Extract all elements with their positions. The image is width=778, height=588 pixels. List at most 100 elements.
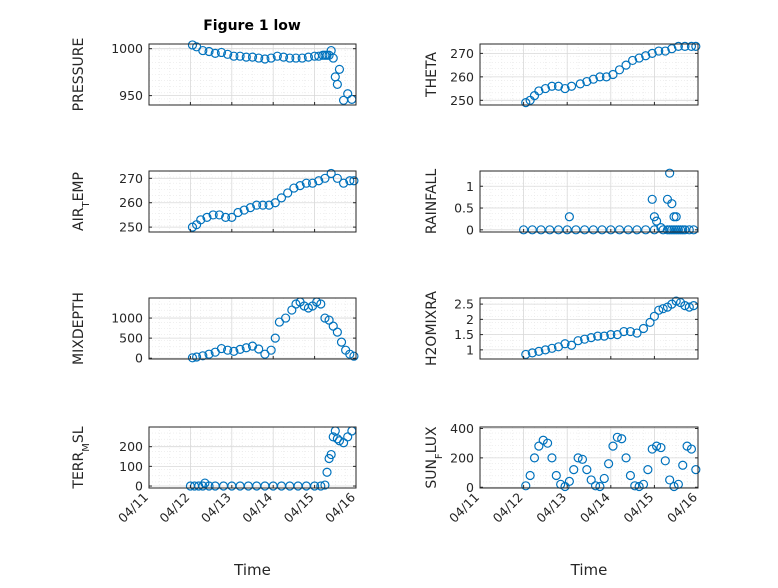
data-point — [328, 321, 338, 331]
data-point — [314, 176, 324, 186]
y-tick-label: 0.5 — [454, 201, 474, 216]
data-point — [641, 51, 651, 61]
data-point — [545, 225, 555, 235]
data-point — [241, 52, 251, 62]
data-point — [571, 225, 581, 235]
data-point — [686, 444, 697, 454]
data-point — [233, 207, 243, 218]
data-point — [599, 331, 609, 341]
data-point — [560, 83, 570, 94]
data-point — [630, 481, 640, 491]
data-point — [586, 475, 596, 485]
data-point — [684, 302, 694, 312]
x-tick-label: 04/15 — [620, 490, 656, 526]
data-point — [216, 47, 227, 58]
axes-box — [479, 170, 699, 233]
y-tick-label: 1000 — [111, 311, 143, 326]
data-point — [534, 86, 544, 96]
y-axis-label: THETA — [424, 52, 440, 98]
data-point — [210, 48, 220, 58]
data-point — [564, 212, 574, 222]
data-point — [669, 481, 679, 492]
data-point — [266, 345, 276, 355]
data-point — [214, 210, 224, 220]
data-point — [320, 480, 330, 490]
axes-box — [148, 426, 357, 489]
y-tick-label: 1000 — [111, 41, 143, 56]
data-point — [551, 470, 561, 481]
y-tick-label: 270 — [119, 171, 143, 186]
data-point — [198, 351, 208, 361]
y-tick-label: 100 — [119, 459, 143, 474]
axes-box — [148, 43, 357, 106]
y-axis-label: TERRMSL — [71, 426, 92, 489]
data-point — [660, 456, 670, 466]
y-tick-label: 250 — [450, 93, 474, 108]
data-point — [239, 205, 249, 215]
subplot-6: 11.522.5 H2OMIXRA — [424, 291, 699, 366]
data-point — [266, 53, 276, 63]
data-point — [641, 225, 651, 235]
data-point — [320, 173, 330, 183]
data-point — [301, 178, 311, 188]
data-point — [634, 53, 644, 63]
y-tick-label: 200 — [119, 439, 143, 454]
data-point — [595, 481, 605, 492]
y-tick-label: 400 — [450, 421, 474, 436]
data-point — [612, 432, 622, 442]
data-point — [247, 52, 258, 62]
data-point — [529, 453, 540, 463]
data-point — [651, 441, 662, 451]
data-point — [638, 323, 649, 334]
data-point — [202, 212, 212, 222]
data-point — [614, 65, 625, 75]
data-point — [527, 348, 537, 358]
data-point — [272, 51, 282, 61]
y-tick-label: 1.5 — [454, 327, 474, 342]
data-point — [208, 210, 218, 220]
data-point — [223, 49, 233, 59]
data-point — [334, 436, 345, 446]
data-point — [608, 441, 618, 451]
data-point — [632, 225, 642, 235]
data-point — [291, 53, 301, 63]
data-point — [593, 331, 603, 341]
x-tick-label: 04/12 — [490, 490, 526, 526]
data-point — [580, 225, 590, 235]
y-axis-label: MIXDEPTH — [71, 292, 87, 365]
data-point — [621, 453, 631, 463]
data-point — [547, 343, 557, 353]
data-point — [590, 481, 601, 491]
data-point — [247, 341, 258, 351]
data-point — [285, 53, 295, 63]
data-point — [573, 453, 583, 463]
data-point — [198, 481, 208, 491]
data-point — [647, 194, 657, 204]
subplot-5: 0 500 1000 MIXDEPTH — [71, 292, 359, 366]
x-axis-label: Time — [570, 561, 608, 579]
data-point — [527, 225, 537, 235]
y-tick-label: 200 — [450, 450, 474, 465]
data-point — [588, 74, 598, 84]
data-point — [540, 345, 551, 355]
y-tick-label: 0 — [135, 351, 143, 366]
y-tick-label: 0 — [135, 479, 143, 494]
data-point — [553, 81, 564, 91]
data-point — [245, 203, 256, 213]
data-point — [270, 198, 280, 208]
data-point — [220, 212, 231, 222]
data-point — [684, 225, 694, 235]
data-point — [625, 326, 636, 337]
x-tick-label: 04/12 — [156, 490, 192, 526]
data-point — [278, 52, 289, 62]
y-tick-label: 0 — [466, 480, 474, 495]
x-axis-label: Time — [233, 561, 271, 579]
data-point — [665, 168, 675, 178]
subplot-4: 0 0.5 1 RAINFALL — [424, 168, 699, 237]
data-point — [307, 178, 318, 188]
data-point — [623, 225, 633, 235]
data-point — [678, 460, 688, 470]
data-point — [258, 200, 268, 210]
data-point — [560, 339, 570, 349]
data-point — [295, 181, 305, 191]
